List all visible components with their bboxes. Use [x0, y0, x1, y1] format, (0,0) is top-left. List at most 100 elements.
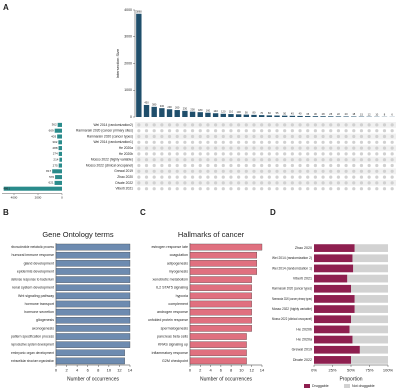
matrix-dot	[382, 181, 387, 185]
matrix-dot	[329, 169, 333, 173]
x-axis-label: Proportion	[339, 376, 362, 382]
matrix-dot	[244, 175, 248, 179]
matrix-dot	[260, 175, 264, 179]
matrix-dot	[198, 187, 202, 191]
bar-segment	[349, 325, 388, 334]
matrix-dot	[144, 134, 149, 139]
matrix-dot	[175, 181, 179, 185]
category-label: defense response to bacterium	[11, 278, 54, 282]
matrix-dot	[206, 181, 210, 185]
set-size-bar	[58, 146, 62, 151]
matrix-dot	[244, 181, 248, 185]
matrix-dot	[313, 181, 317, 185]
matrix-dot	[298, 181, 302, 185]
matrix-dot	[160, 158, 164, 162]
bar-value-label: 45	[291, 111, 294, 115]
bar-value-label: 3860	[136, 9, 142, 13]
matrix-dot	[306, 175, 310, 179]
intersection-bar	[274, 115, 280, 117]
set-name: Ramnarain 2020 (cancer types)	[87, 134, 133, 138]
matrix-dot	[237, 140, 241, 144]
matrix-dot	[167, 134, 172, 139]
matrix-dot	[214, 146, 218, 150]
matrix-dot	[390, 129, 394, 133]
matrix-dot	[137, 134, 141, 139]
panel-label: B	[3, 208, 9, 217]
matrix-dot	[298, 123, 302, 127]
bar	[189, 243, 263, 251]
matrix-dot	[206, 123, 210, 127]
intersection-bar	[320, 116, 326, 117]
intersection-bar	[228, 114, 234, 117]
matrix-dot	[167, 158, 172, 162]
matrix-dot	[175, 140, 179, 144]
matrix-dot	[152, 163, 156, 168]
matrix-dot	[313, 175, 317, 179]
matrix-dot	[367, 181, 371, 185]
matrix-dot	[313, 158, 317, 162]
bar-value-label: 25	[329, 112, 332, 116]
matrix-dot	[321, 169, 325, 173]
matrix-dot	[198, 123, 202, 127]
intersection-bar	[151, 106, 157, 117]
matrix-dot	[313, 123, 317, 127]
matrix-dot	[298, 175, 302, 179]
matrix-dot	[237, 175, 241, 179]
category-label: axonogenesis	[32, 326, 54, 330]
matrix-dot	[359, 129, 364, 133]
matrix-dot	[375, 187, 379, 191]
matrix-dot	[206, 129, 210, 133]
matrix-dot	[298, 163, 302, 168]
category-label: renal system development	[12, 286, 54, 290]
legend-label: Druggable	[312, 384, 329, 388]
x-tick-label: 10	[107, 368, 112, 373]
matrix-dot	[359, 146, 364, 150]
matrix-dot	[306, 158, 310, 162]
matrix-dot	[321, 123, 325, 127]
matrix-dot	[221, 134, 225, 139]
set-size-label: 275	[53, 163, 58, 167]
matrix-dot	[359, 163, 364, 168]
matrix-dot	[352, 140, 356, 144]
bar-value-label: 30	[314, 112, 317, 116]
matrix-dot	[183, 152, 187, 156]
matrix-dot	[229, 175, 233, 179]
bar-segment	[347, 274, 388, 283]
matrix-dot	[336, 175, 341, 179]
matrix-dot	[198, 152, 202, 156]
matrix-dot	[160, 129, 164, 133]
matrix-dot	[160, 175, 164, 179]
bar-value-label: 180	[198, 108, 203, 112]
matrix-dot	[344, 175, 348, 179]
matrix-dot	[160, 169, 164, 173]
matrix-dot	[167, 140, 172, 144]
matrix-dot	[206, 169, 210, 173]
bar-value-label: 22	[337, 112, 340, 116]
category-label: estrogen response late	[151, 245, 188, 249]
bar-value-label: 50	[283, 111, 286, 115]
bar-segment	[314, 335, 353, 344]
matrix-dot	[175, 163, 179, 168]
matrix-dot	[237, 169, 241, 173]
matrix-dot	[206, 158, 210, 162]
matrix-dot	[152, 134, 156, 139]
matrix-dot	[382, 175, 387, 179]
matrix-dot	[137, 146, 141, 150]
matrix-dot	[214, 163, 218, 168]
bar-segment	[351, 356, 388, 364]
matrix-dot	[390, 187, 394, 191]
matrix-dot	[313, 163, 317, 168]
bar	[55, 300, 131, 308]
matrix-dot	[144, 140, 149, 144]
matrix-dot	[152, 175, 156, 179]
set-size-tick-label: 0	[61, 195, 63, 199]
matrix-dot	[275, 181, 279, 185]
matrix-dot	[313, 134, 317, 139]
y-tick-label: 2000	[124, 61, 132, 65]
matrix-dot	[321, 175, 325, 179]
matrix-dot	[198, 129, 202, 133]
bar-value-label: 140	[213, 109, 218, 113]
matrix-dot	[298, 187, 302, 191]
matrix-dot	[329, 181, 333, 185]
category-label: hormone secretion	[24, 310, 54, 314]
